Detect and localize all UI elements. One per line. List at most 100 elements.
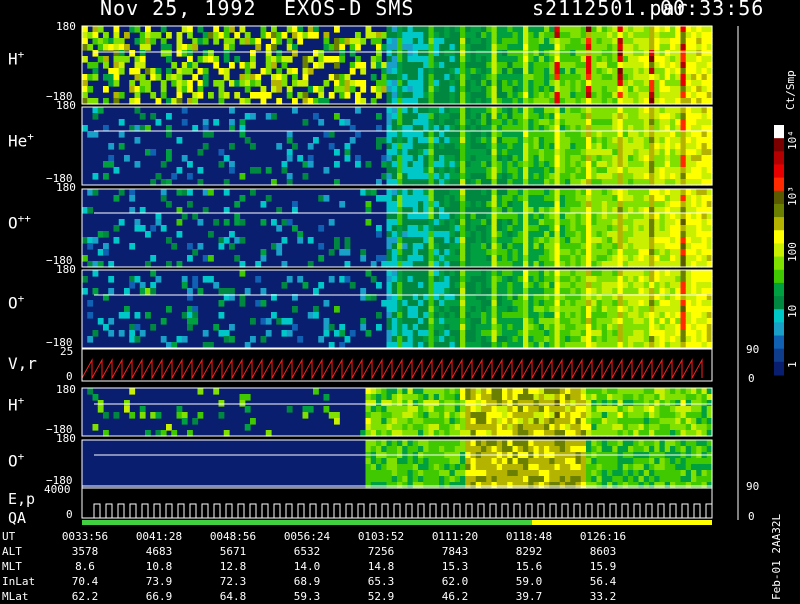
heat-cell	[145, 44, 151, 51]
heat-cell	[570, 324, 577, 331]
heat-cell	[150, 179, 157, 186]
heat-cell	[670, 306, 676, 313]
heat-cell	[664, 418, 671, 425]
heat-cell	[523, 143, 529, 150]
heat-cell	[638, 406, 645, 413]
heat-cell	[344, 119, 351, 126]
heat-cell	[470, 179, 477, 186]
heat-cell	[360, 288, 367, 295]
heat-cell	[517, 342, 524, 349]
heat-cell	[622, 68, 629, 75]
heat-cell	[617, 213, 624, 220]
heat-cell	[433, 255, 440, 262]
heat-cell	[97, 261, 104, 268]
heat-cell	[344, 80, 351, 87]
heat-cell	[622, 342, 629, 349]
heat-cell	[617, 107, 624, 114]
heat-cell	[622, 400, 629, 407]
heat-cell	[486, 195, 493, 202]
heat-cell	[386, 458, 393, 465]
heat-cell	[559, 201, 566, 208]
heat-cell	[549, 131, 556, 138]
heat-cell	[449, 324, 456, 331]
heat-cell	[649, 418, 655, 425]
heat-cell	[502, 446, 508, 453]
heat-cell	[570, 125, 577, 132]
heat-cell	[428, 44, 435, 51]
heat-cell	[612, 213, 619, 220]
heat-cell	[145, 86, 151, 93]
heat-cell	[334, 306, 340, 313]
heat-cell	[607, 294, 613, 301]
heat-cell	[391, 98, 398, 105]
heat-cell	[517, 207, 524, 214]
heat-cell	[544, 261, 550, 268]
heat-cell	[607, 470, 613, 477]
heat-cell	[391, 173, 398, 180]
heat-cell	[654, 330, 661, 337]
heat-cell	[465, 300, 472, 307]
heat-cell	[622, 44, 629, 51]
heat-cell	[680, 294, 687, 301]
heat-cell	[617, 276, 624, 283]
heat-cell	[491, 56, 498, 63]
heat-cell	[276, 207, 283, 214]
heat-cell	[302, 68, 309, 75]
heat-cell	[517, 38, 524, 45]
heat-cell	[491, 300, 498, 307]
heat-cell	[607, 261, 613, 268]
heat-cell	[223, 44, 230, 51]
heat-cell	[596, 32, 603, 39]
heat-cell	[465, 119, 472, 126]
heat-cell	[554, 464, 561, 471]
heat-cell	[559, 38, 566, 45]
heat-cell	[633, 173, 640, 180]
heat-cell	[260, 86, 267, 93]
heat-cell	[591, 56, 598, 63]
heat-cell	[360, 249, 367, 256]
heat-cell	[486, 161, 493, 168]
heat-cell	[654, 412, 661, 419]
heat-cell	[549, 276, 556, 283]
heat-cell	[586, 394, 592, 401]
heat-cell	[607, 107, 613, 114]
heat-cell	[664, 92, 671, 99]
heat-cell	[486, 294, 493, 301]
heat-cell	[633, 306, 640, 313]
heat-cell	[538, 155, 545, 162]
heat-cell	[318, 119, 325, 126]
heat-cell	[580, 26, 587, 33]
heat-cell	[407, 243, 414, 250]
heat-cell	[423, 249, 430, 256]
heat-cell	[580, 237, 587, 244]
heat-cell	[454, 80, 461, 87]
heat-cell	[649, 80, 655, 87]
heat-cell	[512, 107, 519, 114]
heat-cell	[229, 107, 235, 114]
heat-cell	[428, 113, 435, 120]
heat-cell	[449, 38, 456, 45]
heat-cell	[523, 446, 529, 453]
heat-cell	[486, 86, 493, 93]
heat-cell	[591, 125, 598, 132]
heat-cell	[559, 26, 566, 33]
heat-cell	[397, 98, 403, 105]
heat-cell	[391, 282, 398, 289]
heat-cell	[428, 237, 435, 244]
heat-cell	[276, 143, 283, 150]
heat-cell	[491, 388, 498, 395]
heat-cell	[381, 470, 388, 477]
heat-cell	[418, 56, 424, 63]
heat-cell	[628, 237, 634, 244]
heat-cell	[449, 195, 456, 202]
heat-cell	[454, 464, 461, 471]
heat-cell	[397, 225, 403, 232]
heat-cell	[607, 98, 613, 105]
heat-cell	[397, 446, 403, 453]
heat-cell	[460, 143, 466, 150]
heat-cell	[349, 38, 356, 45]
heat-cell	[680, 161, 687, 168]
heat-cell	[675, 113, 682, 120]
heat-cell	[218, 237, 225, 244]
heat-cell	[706, 189, 713, 196]
